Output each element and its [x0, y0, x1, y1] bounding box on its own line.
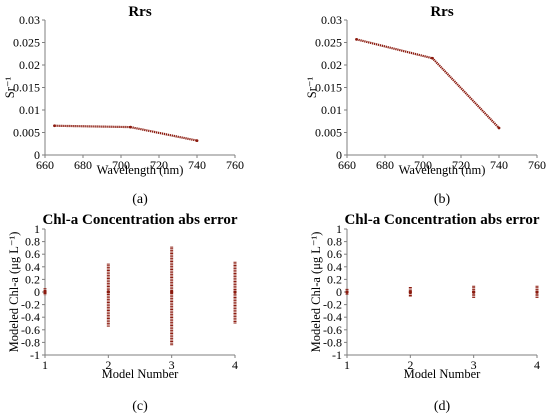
panel-label: (c) — [132, 399, 148, 414]
y-tick-label: 0 — [34, 285, 40, 299]
chart-panel: Rrs 0 0.005 0.01 0.015 0.02 0.025 0.03 660 680 700… — [305, 4, 546, 207]
y-tick-label: -0.6 — [323, 323, 342, 337]
y-tick-label: 0.8 — [327, 235, 342, 249]
x-axis-label: Model Number — [404, 367, 482, 381]
data-point — [233, 290, 237, 294]
y-axis-label: Sr⁻¹ — [305, 77, 319, 99]
y-tick-label: 0.4 — [25, 260, 40, 274]
chart-title: Chl-a Concentration abs error — [344, 212, 539, 228]
data-point — [497, 126, 501, 130]
y-tick-label: 0.015 — [13, 81, 40, 95]
x-tick-label: 700 — [112, 158, 130, 172]
y-tick-label: 0.025 — [315, 36, 342, 50]
series-line — [54, 124, 198, 142]
x-tick-label: 680 — [376, 158, 394, 172]
x-tick-label: 2 — [105, 358, 111, 372]
x-tick-label: 720 — [150, 158, 168, 172]
x-axis-label: Wavelength (nm) — [399, 163, 486, 177]
y-tick-label: -1 — [332, 348, 342, 362]
data-point — [43, 290, 47, 294]
y-tick-label: 0 — [34, 148, 40, 162]
data-point — [355, 37, 358, 41]
x-tick-label: 680 — [74, 158, 92, 172]
series-line — [356, 38, 500, 129]
x-tick-label: 2 — [407, 358, 413, 372]
y-tick-label: 0 — [336, 148, 342, 162]
y-axis-label: Sr⁻¹ — [3, 77, 17, 99]
y-tick-label: 0 — [336, 285, 342, 299]
x-tick-label: 3 — [471, 358, 477, 372]
y-tick-label: 0.015 — [315, 81, 342, 95]
data-point — [408, 290, 412, 294]
data-point — [195, 139, 199, 143]
x-tick-label: 4 — [232, 358, 238, 372]
y-tick-label: 0.02 — [19, 58, 40, 72]
x-tick-label: 660 — [36, 158, 54, 172]
data-point — [170, 290, 174, 294]
y-tick-label: 0.005 — [13, 126, 40, 140]
y-tick-label: 0.2 — [327, 272, 342, 286]
panel-label: (d) — [434, 399, 451, 414]
y-tick-label: -1 — [30, 348, 40, 362]
y-tick-label: 0.6 — [327, 247, 342, 261]
chart-title: Chl-a Concentration abs error — [42, 212, 237, 228]
y-tick-label: 0.02 — [321, 58, 342, 72]
panel-label: (b) — [434, 192, 451, 207]
x-axis-label: Wavelength (nm) — [97, 163, 184, 177]
x-tick-label: 1 — [42, 358, 48, 372]
y-tick-label: -0.8 — [323, 335, 342, 349]
y-tick-label: 0.01 — [321, 103, 342, 117]
x-tick-label: 660 — [338, 158, 356, 172]
data-point — [535, 290, 539, 294]
y-tick-label: -0.2 — [21, 298, 40, 312]
y-tick-label: 0.4 — [327, 260, 342, 274]
data-point — [472, 290, 476, 294]
x-tick-label: 4 — [534, 358, 540, 372]
x-tick-label: 1 — [344, 358, 350, 372]
y-tick-label: 0.6 — [25, 247, 40, 261]
y-tick-label: 0.03 — [321, 13, 342, 27]
chart-title: Rrs — [430, 4, 453, 20]
y-axis-label: Modeled Chl-a (μg L⁻¹) — [7, 232, 21, 353]
x-axis-label: Model Number — [102, 367, 180, 381]
x-tick-label: 740 — [490, 158, 508, 172]
chart-title: Rrs — [128, 4, 151, 20]
x-tick-label: 760 — [528, 158, 546, 172]
data-point — [106, 290, 110, 294]
y-tick-label: -0.4 — [323, 310, 342, 324]
chart-panel: Chl-a Concentration abs error-1-0.8-0.6-… — [309, 212, 540, 414]
y-tick-label: -0.8 — [21, 335, 40, 349]
chart-panel: Rrs 0 0.005 0.01 0.015 0.02 0.025 0.03 660 680 700… — [3, 4, 244, 207]
data-point — [431, 56, 434, 60]
y-tick-label: 0.2 — [25, 272, 40, 286]
data-point — [53, 124, 56, 128]
x-tick-label: 760 — [226, 158, 244, 172]
x-tick-label: 720 — [452, 158, 470, 172]
y-tick-label: 0.01 — [19, 103, 40, 117]
data-point — [129, 125, 132, 129]
panel-label: (a) — [132, 192, 148, 207]
y-tick-label: 1 — [34, 222, 40, 236]
y-tick-label: -0.6 — [21, 323, 40, 337]
data-point — [345, 290, 349, 294]
y-tick-label: -0.2 — [323, 298, 342, 312]
y-tick-label: 0.005 — [315, 126, 342, 140]
chart-panel: Chl-a Concentration abs error-1-0.8-0.6-… — [7, 212, 238, 414]
y-tick-label: 0.03 — [19, 13, 40, 27]
y-tick-label: 1 — [336, 222, 342, 236]
x-tick-label: 700 — [414, 158, 432, 172]
x-tick-label: 740 — [188, 158, 206, 172]
y-tick-label: 0.8 — [25, 235, 40, 249]
x-tick-label: 3 — [169, 358, 175, 372]
y-tick-label: 0.025 — [13, 36, 40, 50]
y-axis-label: Modeled Chl-a (μg L⁻¹) — [309, 232, 323, 353]
y-tick-label: -0.4 — [21, 310, 40, 324]
